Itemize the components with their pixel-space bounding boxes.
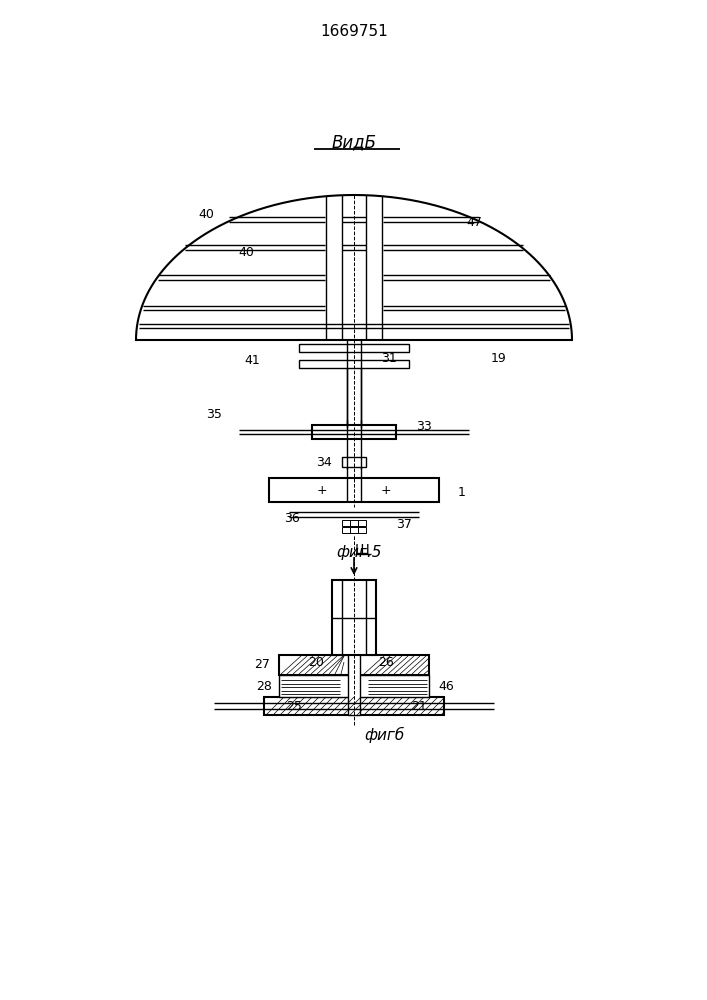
Bar	[342, 520, 350, 526]
Text: 20: 20	[308, 656, 324, 670]
Text: +: +	[317, 484, 327, 496]
Text: 37: 37	[396, 518, 412, 532]
Text: 31: 31	[381, 352, 397, 364]
Bar	[358, 527, 366, 533]
Text: 35: 35	[206, 408, 222, 420]
Text: 41: 41	[244, 354, 260, 366]
Bar	[299, 344, 409, 352]
Bar	[350, 520, 358, 526]
Text: 25: 25	[286, 700, 302, 712]
Bar	[299, 360, 409, 368]
Text: 19: 19	[491, 352, 507, 364]
Text: 33: 33	[416, 420, 432, 434]
Bar	[279, 655, 429, 675]
Text: 1: 1	[458, 487, 466, 499]
Text: 36: 36	[284, 512, 300, 524]
Text: 28: 28	[256, 680, 272, 692]
Text: 40: 40	[198, 209, 214, 222]
Bar	[264, 697, 444, 715]
Bar	[358, 520, 366, 526]
Text: ВидБ: ВидБ	[332, 133, 377, 151]
Bar	[269, 478, 439, 502]
Bar	[312, 425, 396, 439]
Bar	[350, 527, 358, 533]
Text: 1669751: 1669751	[320, 24, 388, 39]
Bar	[342, 457, 366, 467]
Bar	[348, 605, 360, 715]
Bar	[279, 675, 429, 697]
Text: 26: 26	[378, 656, 394, 670]
Text: +: +	[380, 484, 391, 496]
Text: 34: 34	[316, 456, 332, 468]
Text: 40: 40	[238, 245, 254, 258]
Text: 47: 47	[466, 216, 482, 229]
Text: фиг.5: фиг.5	[337, 544, 382, 560]
Text: фигб: фигб	[364, 727, 404, 743]
Bar	[332, 580, 376, 655]
Text: 46: 46	[438, 680, 454, 692]
Bar	[342, 527, 350, 533]
Text: 27: 27	[254, 658, 270, 672]
Text: Ш: Ш	[355, 543, 369, 557]
Text: 21: 21	[411, 700, 427, 712]
